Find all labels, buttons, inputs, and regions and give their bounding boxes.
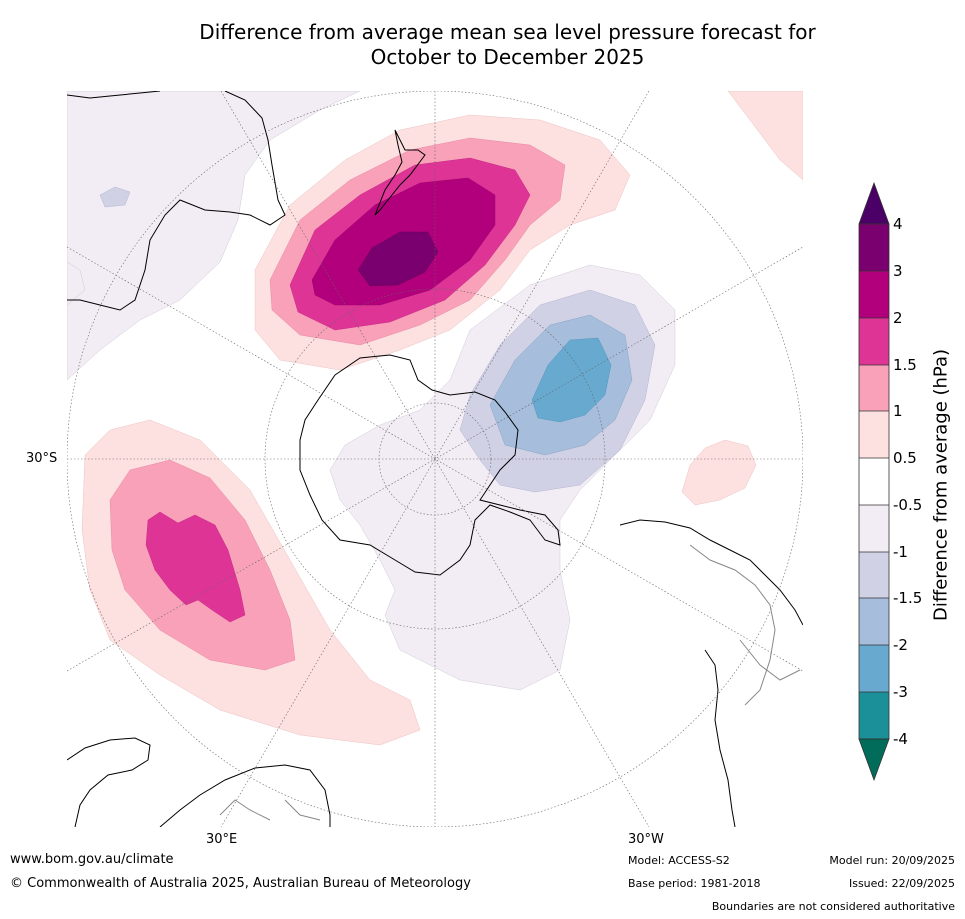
footer-website[interactable]: www.bom.gov.au/climate [10,852,174,867]
africa-coastline [67,737,331,827]
antarctica-coastline [299,354,561,576]
africa-border [219,799,321,821]
colorbar-tick-1-5: 1.5 [893,356,917,374]
anomaly-neg-05-blob [67,261,86,306]
colorbar-tick-4: 4 [893,215,903,233]
colorbar-bin-3to4 [859,224,889,271]
colorbar-tick-neg-1-5: -1.5 [893,589,923,607]
anomaly-pos-05-east [681,439,757,506]
footer-model: Model: ACCESS-S2 [628,854,730,867]
footer-model-run: Model run: 20/09/2025 [829,854,955,867]
colorbar-tick-1: 1 [893,402,903,420]
footer-issued: Issued: 22/09/2025 [848,877,955,890]
colorbar-bin-m1to-05 [859,505,889,552]
colorbar-title: Difference from average (hPa) [930,348,952,622]
anomaly-neg-2 [531,337,612,423]
lon-label-30w: 30°W [628,832,664,847]
anomaly-pos-05-corner [727,91,803,181]
anomaly-neg-1-small [99,186,131,208]
colorbar-bin-neutral [859,458,889,505]
colorbar-bin-15to2 [859,318,889,365]
colorbar-tick-neg-4: -4 [893,730,908,748]
anomaly-pos-15-left [145,511,246,623]
colorbar-tick-neg-2: -2 [893,636,908,654]
south-america-border [689,544,801,706]
anomaly-pos-3-top [357,231,439,287]
colorbar-tick-neg-3: -3 [893,683,908,701]
colorbar-bin-1to15 [859,365,889,411]
colorbar-tick-3: 3 [893,262,903,280]
map-area [67,91,803,827]
colorbar-tick-neg-0-5: -0.5 [893,496,923,514]
footer-disclaimer: Boundaries are not considered authoritat… [711,900,955,913]
chart-title: Difference from average mean sea level p… [0,20,965,70]
australia-coastline [67,91,286,311]
colorbar-extension-bottom [858,738,890,782]
colorbar-bin-m4to-3 [859,692,889,739]
colorbar-bin-m15to-1 [859,552,889,598]
graticule [67,91,803,827]
colorbar-bin-05to1 [859,411,889,458]
colorbar-bin-m3to-2 [859,645,889,692]
anomaly-neg-05-west [67,91,361,381]
new-zealand-coastline [374,129,426,216]
colorbar-tick-neg-1: -1 [893,543,908,561]
footer-base-period: Base period: 1981-2018 [628,877,761,890]
colorbar-extension-top [858,181,890,225]
lon-label-30e: 30°E [206,832,238,847]
colorbar-bin-m2to-15 [859,598,889,645]
colorbar-outline [858,223,890,740]
title-line-2: October to December 2025 [370,45,645,69]
colorbar-bin-2to3 [859,271,889,318]
colorbar-tick-2: 2 [893,309,903,327]
colorbar-tick-0-5: 0.5 [893,449,917,467]
south-america-coastline [619,519,803,827]
title-line-1: Difference from average mean sea level p… [199,20,816,44]
lat-label-30s: 30°S [26,451,58,466]
colorbar [858,181,890,782]
footer-copyright: © Commonwealth of Australia 2025, Austra… [10,876,471,891]
